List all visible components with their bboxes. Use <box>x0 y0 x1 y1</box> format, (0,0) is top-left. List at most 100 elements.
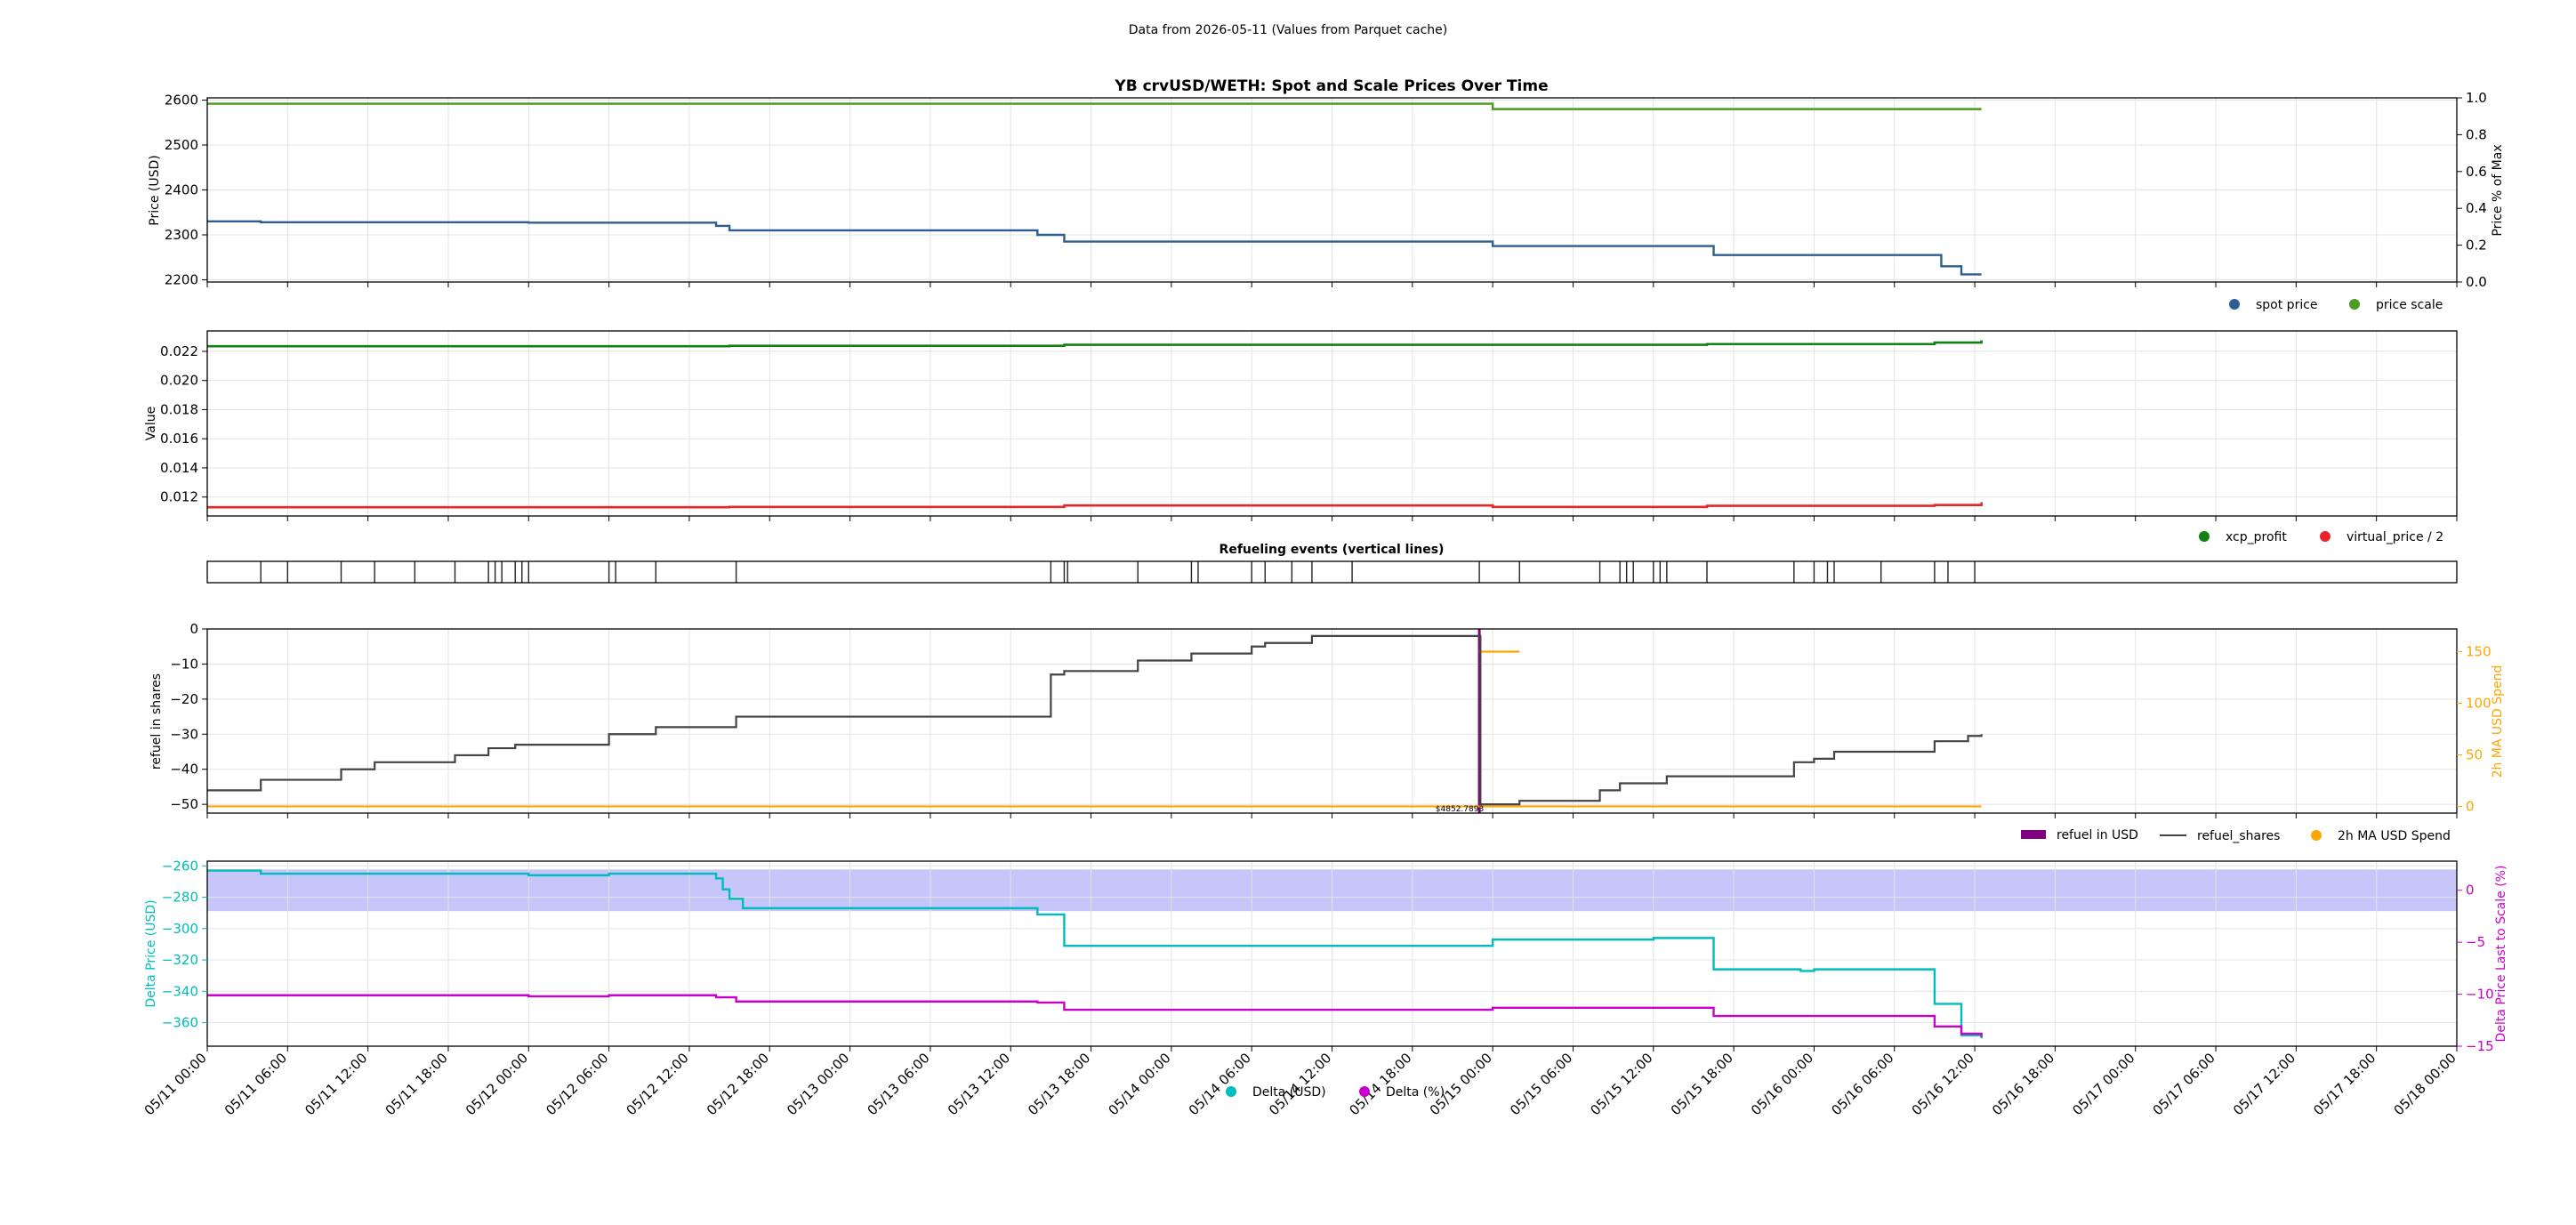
y-tick-label-right: 1.0 <box>2466 90 2487 106</box>
y-tick-label: 0.012 <box>160 489 198 505</box>
panel-delta-ylabel-right: Delta Price Last to Scale (%) <box>2494 866 2508 1043</box>
y-tick-label-right: 0.6 <box>2466 164 2487 180</box>
x-tick-label: 05/14 00:00 <box>1105 1050 1173 1118</box>
y-tick-label: 0 <box>189 621 198 637</box>
legend-marker-delta-usd <box>1226 1086 1236 1097</box>
panel-refuel: −50 −40 −30 −20 −10 0 0 50 100 150 $4852.7893 re… <box>149 621 2505 843</box>
x-tick-label: 05/14 12:00 <box>1266 1050 1334 1118</box>
y-tick-label: 0.014 <box>160 460 198 476</box>
legend-label-price-scale: price scale <box>2376 298 2443 312</box>
y-tick-label: 0.018 <box>160 401 198 417</box>
x-tick-label: 05/11 00:00 <box>141 1050 210 1118</box>
figure-suptitle: Data from 2026-05-11 (Values from Parque… <box>1129 23 1448 37</box>
y-tick-label-right: 150 <box>2466 644 2491 660</box>
legend-label-virtual-price: virtual_price / 2 <box>2347 530 2443 544</box>
x-tick-label: 05/17 12:00 <box>2230 1050 2298 1118</box>
x-tick-label: 05/17 00:00 <box>2069 1050 2137 1118</box>
panel-values: 0.012 0.014 0.016 0.018 0.020 0.022 Value xcp… <box>144 330 2458 544</box>
x-tick-label: 05/15 00:00 <box>1427 1050 1495 1118</box>
panel-delta-ylabel: Delta Price (USD) <box>144 899 158 1007</box>
x-tick-label: 05/11 18:00 <box>382 1050 451 1118</box>
legend-label-delta-pct: Delta (%) <box>1386 1085 1445 1100</box>
y-tick-label-right: −10 <box>2466 987 2494 1003</box>
panel-values-ylabel: Value <box>144 407 158 440</box>
legend-marker-refuel-usd <box>2021 830 2046 839</box>
x-tick-label: 05/15 06:00 <box>1507 1050 1575 1118</box>
legend-marker-xcp-profit <box>2199 531 2210 542</box>
y-tick-label: 2400 <box>165 182 198 198</box>
x-tick-label: 05/11 06:00 <box>221 1050 290 1118</box>
y-tick-label-right: 0.0 <box>2466 274 2487 290</box>
legend-marker-delta-pct <box>1359 1086 1370 1097</box>
y-tick-label: −50 <box>170 796 198 812</box>
panel-events: Refueling events (vertical lines) <box>206 543 2458 584</box>
legend-label-refuel-shares: refuel_shares <box>2197 829 2280 843</box>
y-tick-label: −300 <box>162 921 198 937</box>
panel-prices-ylabel: Price (USD) <box>148 155 162 225</box>
legend-marker-ma-spend <box>2311 830 2322 841</box>
x-tick-label: 05/12 00:00 <box>463 1050 531 1118</box>
series-virtual-price <box>207 502 1983 509</box>
y-tick-label-right: −5 <box>2466 934 2485 950</box>
y-tick-label: −20 <box>170 691 198 707</box>
x-tick-label: 05/12 18:00 <box>704 1050 772 1118</box>
legend-marker-virtual-price <box>2320 531 2330 542</box>
x-tick-label: 05/14 06:00 <box>1186 1050 1254 1118</box>
legend-label-refuel-usd: refuel in USD <box>2057 828 2138 842</box>
legend-marker-spot-price <box>2229 299 2240 310</box>
y-tick-label-right: 0.4 <box>2466 200 2487 216</box>
x-tick-label: 05/13 06:00 <box>864 1050 932 1118</box>
x-tick-label: 05/16 18:00 <box>1989 1050 2057 1118</box>
y-tick-label: 2300 <box>165 227 198 243</box>
x-tick-label: 05/14 18:00 <box>1346 1050 1414 1118</box>
panel-prices-ylabel-right: Price % of Max <box>2491 144 2505 236</box>
y-tick-label-right: −15 <box>2466 1038 2494 1054</box>
x-tick-label: 05/12 06:00 <box>543 1050 611 1118</box>
y-tick-label-right: 0 <box>2466 798 2475 814</box>
panel-refuel-ylabel-right: 2h MA USD Spend <box>2491 665 2505 778</box>
y-tick-label-right: 0.8 <box>2466 126 2487 142</box>
legend-label-ma-spend: 2h MA USD Spend <box>2338 829 2451 843</box>
y-tick-label: −40 <box>170 762 198 778</box>
series-delta-pct <box>207 994 1983 1037</box>
y-tick-label: 0.022 <box>160 343 198 359</box>
y-tick-label: 2200 <box>165 271 198 287</box>
y-tick-label-right: 100 <box>2466 695 2491 711</box>
legend-refuel: refuel in USD refuel_shares 2h MA USD Sp… <box>2021 828 2451 843</box>
series-xcp-profit <box>207 340 1983 348</box>
panel-events-frame <box>206 560 2458 584</box>
panel-delta: −360 −340 −320 −300 −280 −260 −15 −10 −5 0 05/11… <box>141 858 2508 1118</box>
x-tick-label: 05/17 18:00 <box>2310 1050 2379 1118</box>
y-tick-label: 2500 <box>165 137 198 153</box>
x-tick-label: 05/16 00:00 <box>1748 1050 1816 1118</box>
y-tick-label: −30 <box>170 726 198 742</box>
legend-label-xcp-profit: xcp_profit <box>2226 530 2287 544</box>
series-delta-usd <box>207 869 1983 1039</box>
series-refuel-shares <box>207 634 1983 806</box>
x-tick-label: 05/17 06:00 <box>2150 1050 2218 1118</box>
series-price-scale <box>207 102 1982 110</box>
x-tick-label: 05/13 12:00 <box>945 1050 1013 1118</box>
legend-values: xcp_profit virtual_price / 2 <box>2199 530 2443 544</box>
y-tick-label-right: 0 <box>2466 882 2475 899</box>
series-spot-price <box>207 220 1982 276</box>
x-tick-label: 05/18 00:00 <box>2391 1050 2459 1118</box>
panel-prices-title: YB crvUSD/WETH: Spot and Scale Prices Ov… <box>1114 77 1548 95</box>
x-tick-label: 05/11 12:00 <box>302 1050 370 1118</box>
panel-refuel-ylabel: refuel in shares <box>149 673 164 770</box>
y-tick-label: −280 <box>162 890 198 906</box>
y-tick-label-right: 0.2 <box>2466 238 2487 254</box>
y-tick-label-right: 50 <box>2466 746 2483 762</box>
legend-marker-price-scale <box>2349 299 2360 310</box>
x-tick-label: 05/15 18:00 <box>1668 1050 1736 1118</box>
x-tick-label: 05/16 06:00 <box>1828 1050 1896 1118</box>
x-tick-label: 05/13 00:00 <box>784 1050 852 1118</box>
legend-label-spot-price: spot price <box>2256 298 2318 312</box>
x-tick-label: 05/12 12:00 <box>624 1050 692 1118</box>
x-tick-label: 05/15 12:00 <box>1587 1050 1655 1118</box>
y-tick-label: −260 <box>162 858 198 874</box>
y-tick-label: −360 <box>162 1015 198 1031</box>
y-tick-label: −10 <box>170 656 198 672</box>
y-tick-label: −340 <box>162 983 198 999</box>
